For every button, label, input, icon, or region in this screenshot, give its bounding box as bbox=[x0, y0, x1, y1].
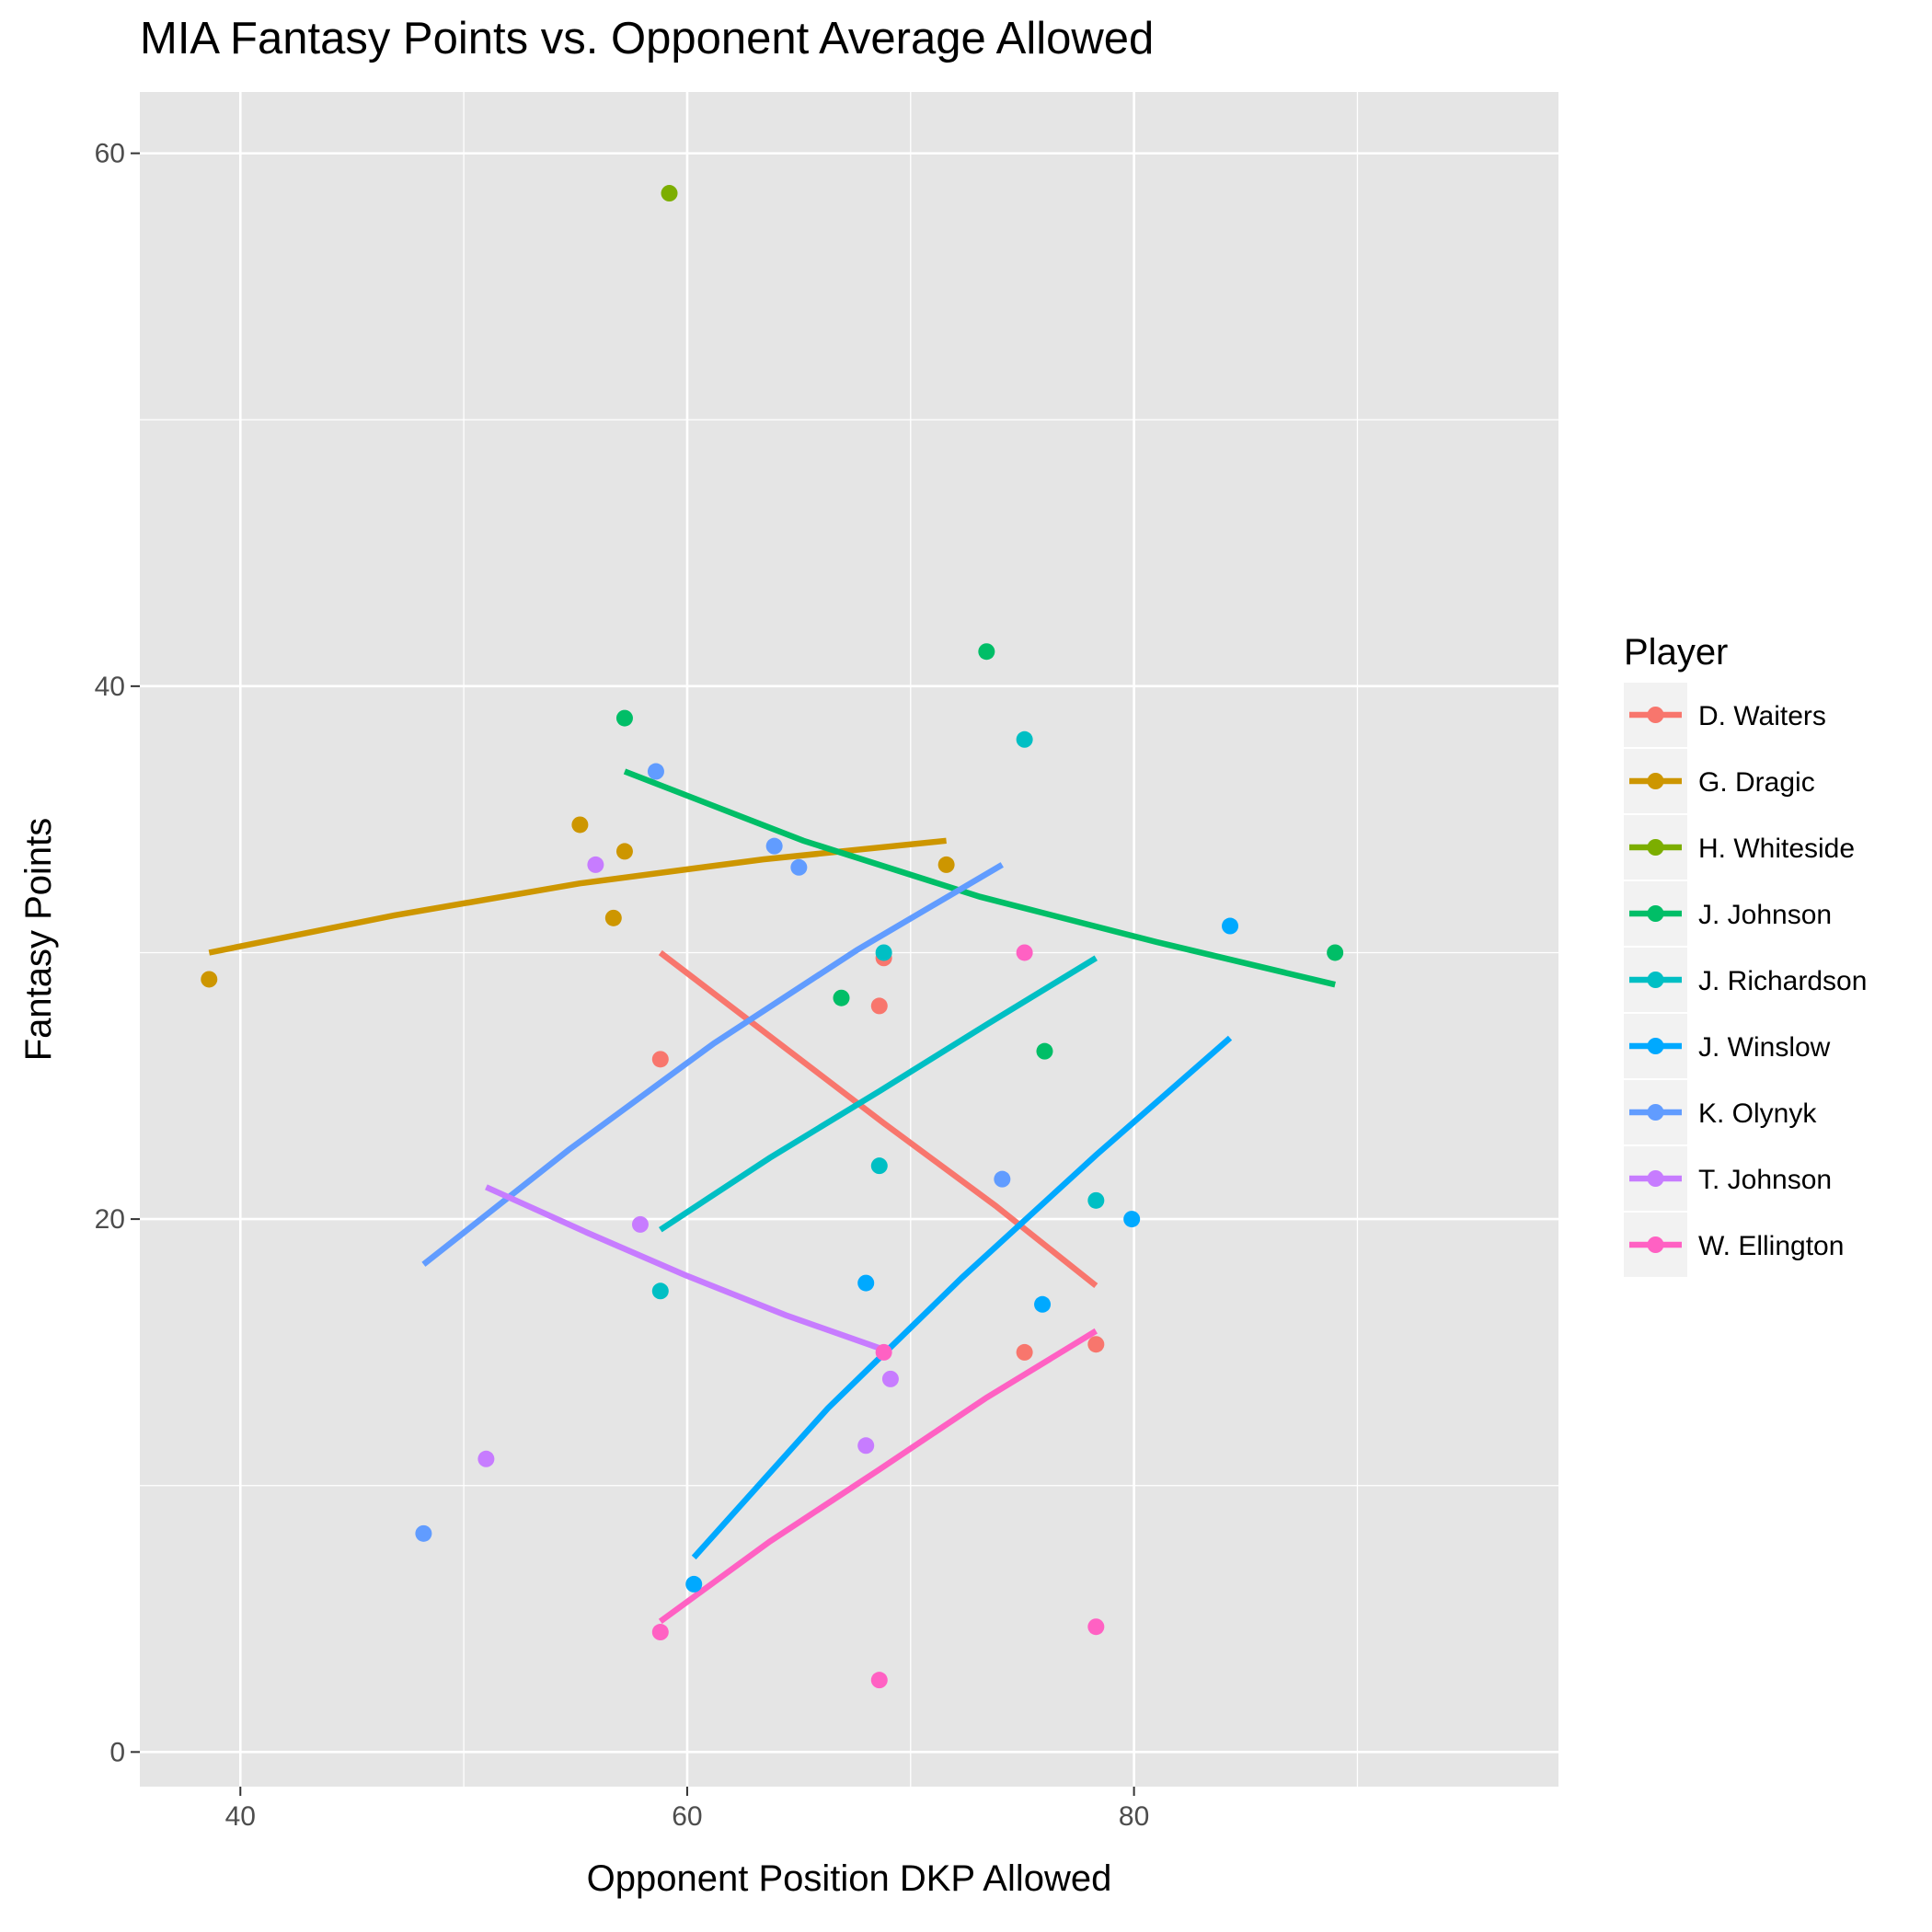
data-point bbox=[937, 856, 955, 873]
trend-line bbox=[659, 955, 1098, 1233]
data-point bbox=[477, 1450, 495, 1467]
legend-item: G. Dragic bbox=[1624, 749, 1815, 813]
data-point bbox=[875, 1343, 892, 1361]
data-point bbox=[1016, 730, 1033, 748]
data-point bbox=[857, 1274, 875, 1292]
data-point bbox=[1016, 1343, 1033, 1361]
data-point bbox=[1222, 917, 1239, 935]
plot-panel bbox=[140, 92, 1558, 1787]
data-point bbox=[765, 837, 783, 855]
axes: 40 60 80 0 20 40 60 bbox=[95, 139, 1150, 1832]
legend-item: D. Waiters bbox=[1624, 683, 1826, 747]
x-tick-label: 40 bbox=[225, 1801, 256, 1832]
legend-key-point bbox=[1647, 1236, 1664, 1253]
data-point bbox=[1087, 1191, 1105, 1209]
legend-item: H. Whiteside bbox=[1624, 815, 1855, 880]
legend-label: G. Dragic bbox=[1698, 767, 1815, 798]
legend-key-point bbox=[1647, 1038, 1664, 1054]
y-tick-label: 20 bbox=[95, 1204, 125, 1235]
data-point bbox=[1034, 1295, 1052, 1313]
legend-label: J. Winslow bbox=[1698, 1032, 1831, 1063]
legend-label: H. Whiteside bbox=[1698, 834, 1855, 864]
legend-item: J. Johnson bbox=[1624, 881, 1832, 946]
legend-key-point bbox=[1647, 1104, 1664, 1121]
data-points bbox=[201, 185, 1344, 1689]
x-tick-label: 60 bbox=[672, 1801, 702, 1832]
trend-lines bbox=[208, 768, 1336, 1625]
legend-key-point bbox=[1647, 773, 1664, 789]
data-point bbox=[1087, 1336, 1105, 1353]
x-axis-title: Opponent Position DKP Allowed bbox=[587, 1858, 1112, 1899]
legend-item: J. Winslow bbox=[1624, 1014, 1831, 1078]
legend-label: K. Olynyk bbox=[1698, 1098, 1817, 1129]
data-point bbox=[651, 1282, 669, 1300]
legend-label: J. Johnson bbox=[1698, 900, 1832, 930]
data-point bbox=[651, 1051, 669, 1068]
trend-line bbox=[421, 862, 1004, 1267]
legend-label: T. Johnson bbox=[1698, 1165, 1832, 1195]
legend-item: T. Johnson bbox=[1624, 1146, 1832, 1211]
legend-key-point bbox=[1647, 707, 1664, 723]
trend-line bbox=[623, 768, 1336, 988]
data-point bbox=[615, 843, 633, 860]
data-point bbox=[1016, 944, 1033, 961]
legend: Player D. Waiters G. Dragic H. Whiteside J.… bbox=[1624, 632, 1867, 1277]
y-tick-label: 40 bbox=[95, 672, 125, 702]
y-tick-label: 60 bbox=[95, 139, 125, 169]
legend-item: W. Ellington bbox=[1624, 1213, 1844, 1277]
data-point bbox=[571, 816, 589, 834]
data-point bbox=[870, 997, 888, 1015]
data-point bbox=[631, 1215, 649, 1233]
data-point bbox=[587, 856, 604, 873]
legend-label: J. Richardson bbox=[1698, 966, 1867, 996]
trend-line bbox=[208, 837, 947, 956]
data-point bbox=[604, 909, 622, 926]
legend-label: W. Ellington bbox=[1698, 1231, 1844, 1261]
data-point bbox=[415, 1524, 432, 1542]
data-point bbox=[1327, 944, 1344, 961]
trend-line bbox=[658, 949, 1098, 1289]
data-point bbox=[978, 643, 995, 661]
legend-title: Player bbox=[1624, 632, 1728, 673]
data-point bbox=[790, 858, 808, 876]
y-axis-title: Fantasy Points bbox=[18, 818, 59, 1062]
legend-item: J. Richardson bbox=[1624, 948, 1867, 1012]
data-point bbox=[881, 1370, 899, 1387]
data-point bbox=[870, 1672, 888, 1689]
data-point bbox=[870, 1157, 888, 1175]
data-point bbox=[1036, 1042, 1053, 1060]
legend-key-point bbox=[1647, 972, 1664, 988]
x-tick-label: 80 bbox=[1119, 1801, 1149, 1832]
data-point bbox=[615, 709, 633, 727]
data-point bbox=[833, 989, 850, 1006]
legend-key-point bbox=[1647, 1170, 1664, 1187]
data-point bbox=[1087, 1618, 1105, 1636]
chart-title: MIA Fantasy Points vs. Opponent Average … bbox=[140, 14, 1154, 63]
data-point bbox=[201, 971, 218, 988]
legend-item: K. Olynyk bbox=[1624, 1080, 1817, 1144]
data-point bbox=[661, 185, 678, 202]
data-point bbox=[651, 1624, 669, 1641]
data-point bbox=[1123, 1211, 1141, 1228]
data-point bbox=[685, 1575, 703, 1593]
y-tick-label: 0 bbox=[109, 1737, 125, 1767]
legend-key-point bbox=[1647, 839, 1664, 856]
legend-label: D. Waiters bbox=[1698, 701, 1826, 731]
data-point bbox=[994, 1170, 1011, 1188]
trend-line bbox=[691, 1035, 1233, 1560]
data-point bbox=[875, 944, 892, 961]
legend-key-point bbox=[1647, 905, 1664, 922]
data-point bbox=[647, 763, 664, 780]
data-point bbox=[857, 1437, 875, 1455]
trend-line bbox=[658, 1328, 1098, 1625]
trend-line bbox=[485, 1184, 885, 1353]
